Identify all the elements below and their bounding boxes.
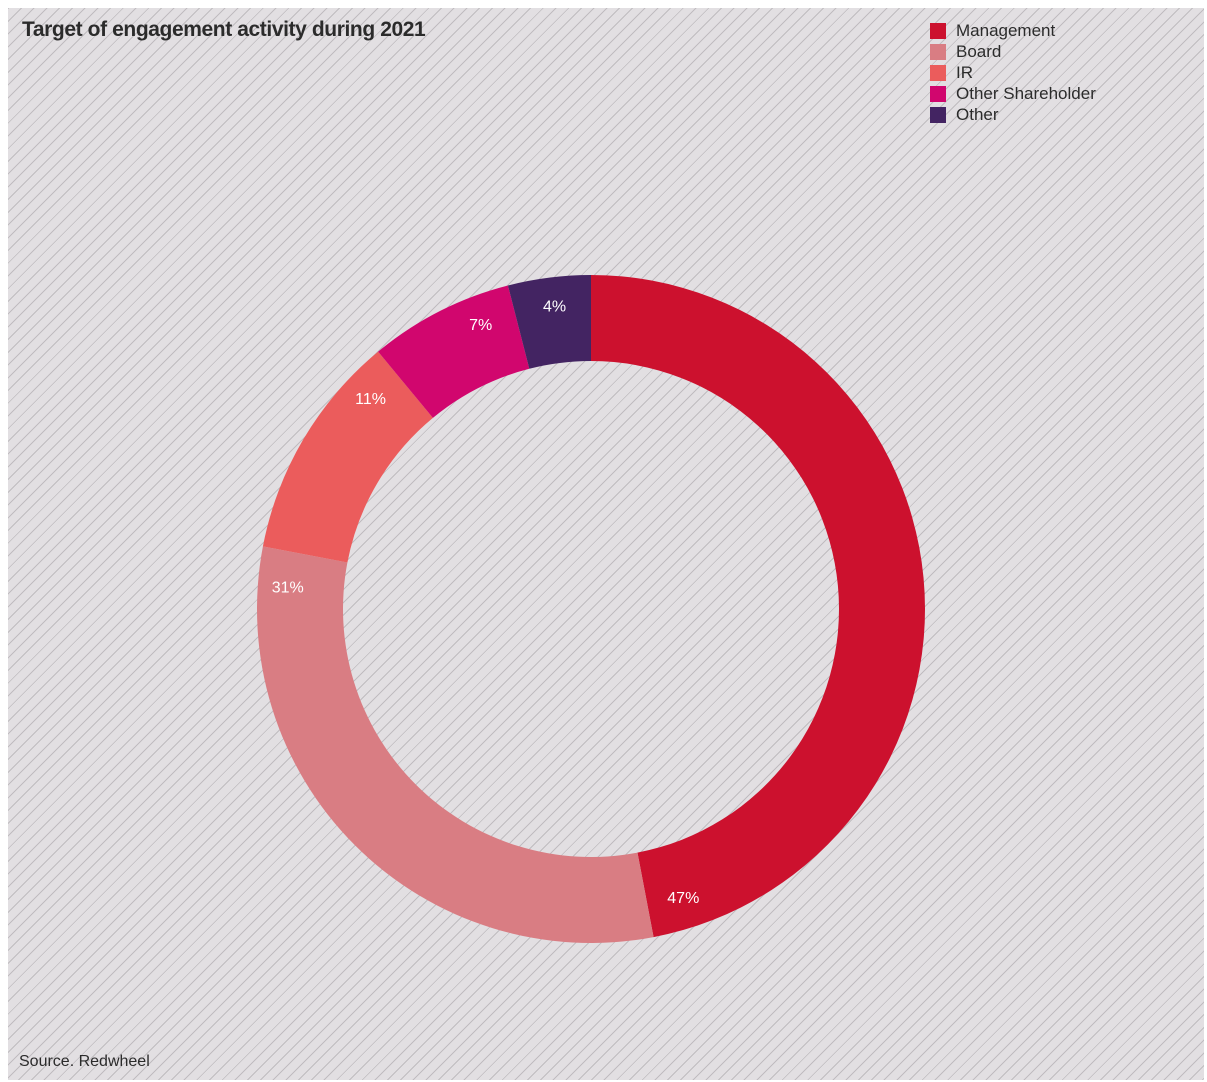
legend-item-board: Board	[930, 41, 1096, 62]
legend-swatch-board	[930, 43, 946, 60]
donut-slice-management	[591, 275, 926, 938]
donut-slice-ir	[262, 351, 433, 563]
legend-item-management: Management	[930, 20, 1096, 41]
legend-swatch-other	[930, 106, 946, 123]
legend-item-ir: IR	[930, 62, 1096, 83]
legend-swatch-management	[930, 22, 946, 39]
chart-legend: Management Board IR Other Shareholder Ot…	[930, 20, 1096, 125]
slice-label-other-shareholder: 7%	[469, 317, 492, 334]
slice-label-management: 47%	[667, 890, 699, 907]
source-note: Source. Redwheel	[19, 1053, 150, 1070]
chart-title: Target of engagement activity during 202…	[22, 18, 426, 41]
slice-label-board: 31%	[272, 580, 304, 597]
legend-label-management: Management	[956, 20, 1056, 40]
legend-swatch-other-shareholder	[930, 85, 946, 102]
legend-swatch-ir	[930, 64, 946, 81]
chart-panel	[8, 8, 1204, 1080]
legend-item-other-shareholder: Other Shareholder	[930, 83, 1096, 104]
legend-label-ir: IR	[956, 62, 973, 82]
legend-item-other: Other	[930, 104, 1096, 125]
donut-slice-other-shareholder	[378, 285, 530, 418]
donut-slice-board	[257, 546, 654, 944]
slice-label-other: 4%	[543, 299, 566, 316]
legend-label-other: Other	[956, 104, 999, 124]
donut-slice-other	[507, 275, 591, 369]
legend-label-other-shareholder: Other Shareholder	[956, 83, 1096, 103]
slice-label-ir: 11%	[355, 391, 386, 408]
legend-label-board: Board	[956, 41, 1002, 61]
